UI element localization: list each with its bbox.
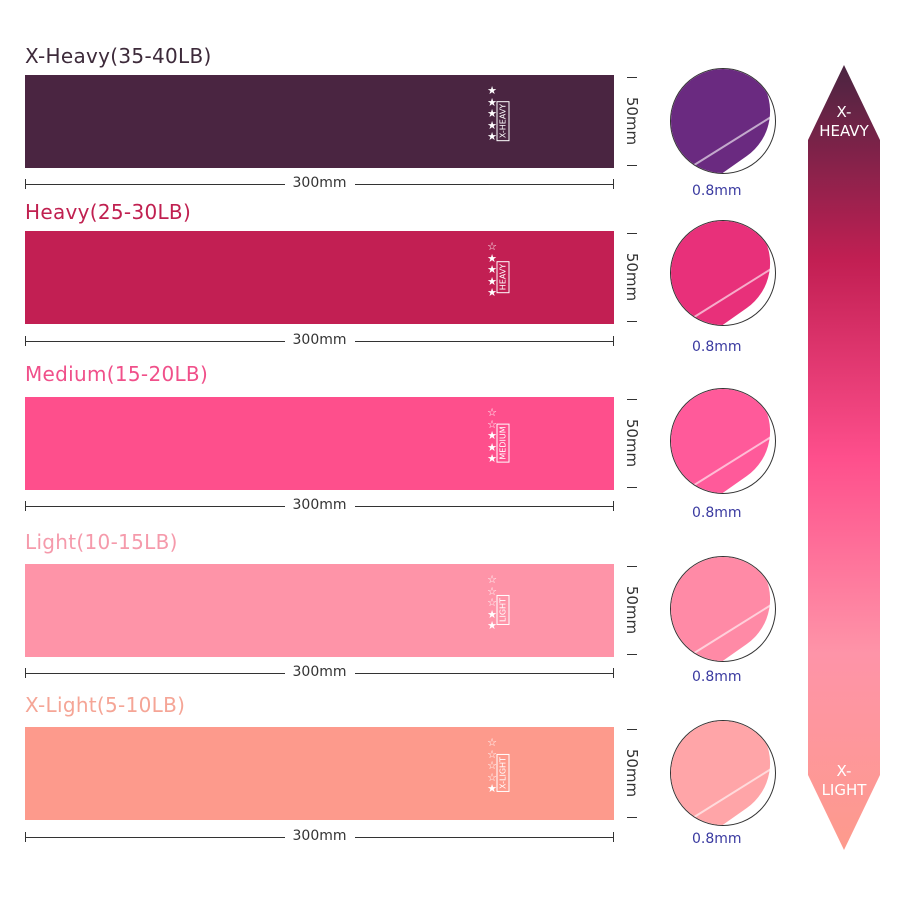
width-dimension: 50mm xyxy=(622,727,642,820)
band-thickness-closeup xyxy=(670,388,776,494)
width-dimension: 50mm xyxy=(622,397,642,490)
star-filled-icon: ★ xyxy=(487,440,497,454)
band-tag: X-HEAVY xyxy=(496,100,510,142)
band-thickness-closeup xyxy=(670,220,776,326)
star-filled-icon: ★ xyxy=(487,619,497,632)
thickness-label: 0.8mm xyxy=(692,339,742,355)
star-rating: ☆ ☆ ☆ ☆ ★ xyxy=(485,737,499,795)
star-filled-icon: ★ xyxy=(487,130,497,143)
resistance-band: ☆ ☆ ★ ★ ★ MEDIUM xyxy=(25,397,614,490)
length-dimension: 300mm xyxy=(25,332,614,348)
star-rating: ☆ ★ ★ ★ ★ xyxy=(485,241,499,299)
star-empty-icon: ☆ xyxy=(487,736,497,749)
star-empty-icon: ☆ xyxy=(487,596,497,609)
star-filled-icon: ★ xyxy=(487,286,497,299)
star-empty-icon: ☆ xyxy=(487,573,497,586)
star-filled-icon: ★ xyxy=(487,107,497,120)
star-rating: ☆ ☆ ☆ ★ ★ xyxy=(485,574,499,632)
resistance-band: ☆ ☆ ☆ ★ ★ LIGHT xyxy=(25,564,614,657)
star-filled-icon: ★ xyxy=(487,118,497,132)
star-empty-icon: ☆ xyxy=(487,240,497,253)
length-dimension: 300mm xyxy=(25,497,614,513)
star-empty-icon: ☆ xyxy=(487,770,497,784)
width-label: 50mm xyxy=(623,418,641,468)
thickness-label: 0.8mm xyxy=(692,505,742,521)
width-label: 50mm xyxy=(623,585,641,635)
band-title: X-Light(5-10LB) xyxy=(25,693,186,717)
scale-top-label: X- HEAVY xyxy=(819,103,869,140)
star-empty-icon: ☆ xyxy=(487,747,497,761)
thickness-label: 0.8mm xyxy=(692,183,742,199)
resistance-band: ★ ★ ★ ★ ★ X-HEAVY xyxy=(25,75,614,168)
star-rating: ★ ★ ★ ★ ★ xyxy=(485,85,499,143)
star-filled-icon: ★ xyxy=(487,251,497,265)
thickness-label: 0.8mm xyxy=(692,669,742,685)
resistance-band: ☆ ★ ★ ★ ★ HEAVY xyxy=(25,231,614,324)
star-empty-icon: ☆ xyxy=(487,759,497,772)
star-filled-icon: ★ xyxy=(487,263,497,276)
band-title: Medium(15-20LB) xyxy=(25,362,209,386)
length-label: 300mm xyxy=(284,175,355,191)
star-empty-icon: ☆ xyxy=(487,417,497,431)
band-tag: MEDIUM xyxy=(496,423,510,463)
scale-arrow-shape xyxy=(808,65,880,850)
star-filled-icon: ★ xyxy=(487,95,497,109)
thickness-label: 0.8mm xyxy=(692,831,742,847)
star-filled-icon: ★ xyxy=(487,782,497,795)
scale-bottom-label: X- LIGHT xyxy=(821,762,867,799)
star-empty-icon: ☆ xyxy=(487,584,497,598)
length-label: 300mm xyxy=(284,828,355,844)
band-thickness-closeup xyxy=(670,720,776,826)
band-tag: HEAVY xyxy=(496,260,510,294)
star-filled-icon: ★ xyxy=(487,274,497,288)
star-filled-icon: ★ xyxy=(487,429,497,442)
star-filled-icon: ★ xyxy=(487,84,497,97)
band-tag: LIGHT xyxy=(496,595,510,625)
resistance-scale-arrow: X- HEAVY X- LIGHT xyxy=(808,65,880,850)
length-label: 300mm xyxy=(284,664,355,680)
width-dimension: 50mm xyxy=(622,564,642,657)
star-empty-icon: ☆ xyxy=(487,406,497,419)
width-label: 50mm xyxy=(623,748,641,798)
band-title: Light(10-15LB) xyxy=(25,530,178,554)
width-dimension: 50mm xyxy=(622,231,642,324)
band-title: Heavy(25-30LB) xyxy=(25,200,192,224)
length-dimension: 300mm xyxy=(25,664,614,680)
band-thickness-closeup xyxy=(670,68,776,174)
length-label: 300mm xyxy=(284,332,355,348)
length-label: 300mm xyxy=(284,497,355,513)
resistance-band: ☆ ☆ ☆ ☆ ★ X-LIGHT xyxy=(25,727,614,820)
length-dimension: 300mm xyxy=(25,828,614,844)
band-title: X-Heavy(35-40LB) xyxy=(25,44,212,68)
star-rating: ☆ ☆ ★ ★ ★ xyxy=(485,407,499,465)
width-label: 50mm xyxy=(623,96,641,146)
length-dimension: 300mm xyxy=(25,175,614,191)
band-thickness-closeup xyxy=(670,556,776,662)
width-label: 50mm xyxy=(623,252,641,302)
band-tag: X-LIGHT xyxy=(496,754,510,792)
star-filled-icon: ★ xyxy=(487,607,497,621)
width-dimension: 50mm xyxy=(622,75,642,168)
star-filled-icon: ★ xyxy=(487,452,497,465)
